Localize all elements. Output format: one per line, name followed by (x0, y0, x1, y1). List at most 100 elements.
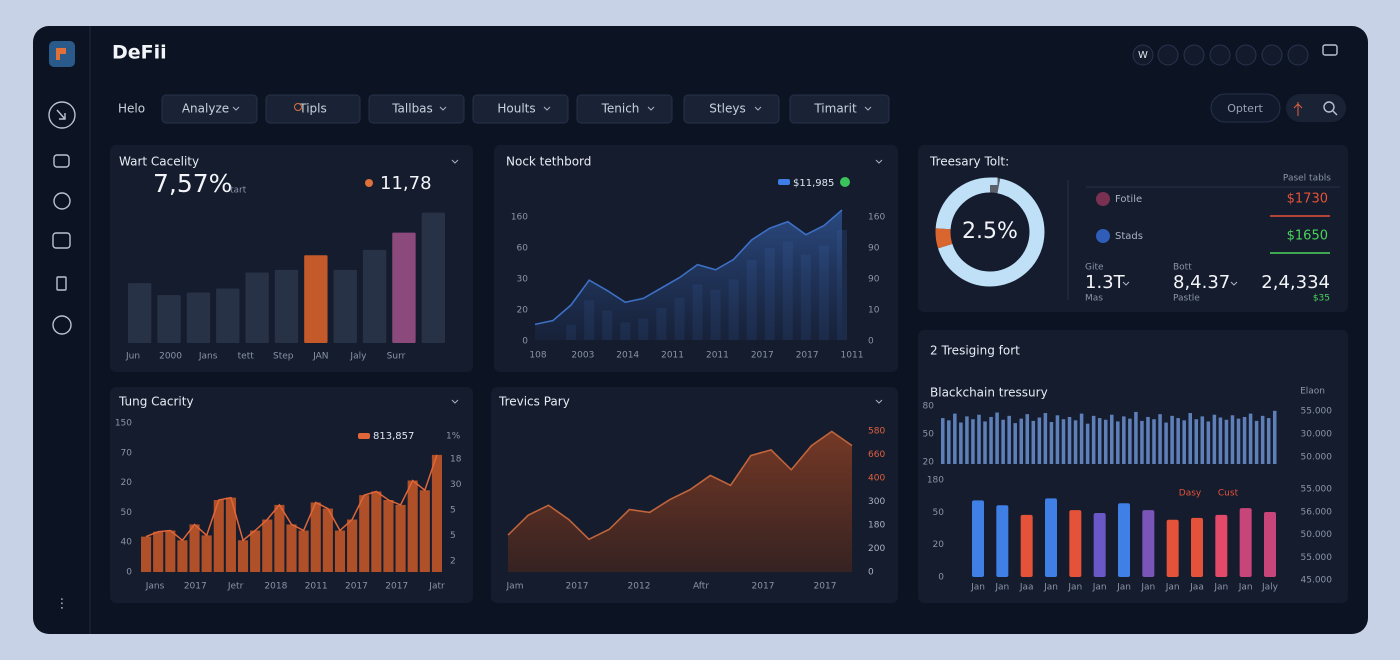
more-icon[interactable]: ⋮ (56, 597, 69, 612)
bar (310, 502, 321, 572)
tab[interactable] (368, 94, 465, 124)
panel-title: 2 Tresiging fort (930, 344, 1020, 358)
tab-label: Analyze (182, 102, 229, 116)
area (535, 210, 842, 340)
bar (165, 530, 176, 572)
y-tick-label: 30.000 (1301, 430, 1333, 440)
bar (371, 491, 382, 572)
x-tick-label: 2011 (305, 582, 328, 592)
y-tick-label: 200 (868, 544, 885, 554)
panel-title: Tung Cacrity (118, 395, 194, 409)
kpi-unit: tart (230, 186, 247, 196)
mini-bar (1122, 416, 1126, 464)
x-tick-label: Jans (145, 582, 165, 592)
legend-label: 813,857 (373, 431, 414, 442)
y-tick-label: 160 (868, 213, 885, 223)
mini-bar (1128, 418, 1132, 464)
y-tick-label: 50.000 (1301, 530, 1333, 540)
header-icon[interactable] (1322, 44, 1338, 56)
chevron (754, 106, 762, 111)
y-tick-label: 30 (450, 480, 462, 490)
x-tick-label: Jan (1116, 583, 1131, 593)
mini-bar (1170, 415, 1174, 464)
mini-bar (1049, 422, 1054, 464)
mini-bar (1007, 415, 1011, 464)
y-tick-label: 50 (923, 430, 935, 440)
y-tick-label: 20 (121, 478, 133, 488)
row-name: Stads (1115, 231, 1143, 242)
mini-bar (989, 416, 993, 464)
y-tick-label: 50 (121, 508, 133, 518)
nav-icon[interactable] (53, 192, 71, 210)
tab[interactable] (683, 94, 780, 124)
y-tick-label: 60 (517, 244, 529, 254)
x-tick-label: Aftr (693, 582, 709, 592)
bar (225, 497, 236, 572)
bar (362, 249, 387, 343)
tab[interactable] (789, 94, 890, 124)
header-icon[interactable] (1183, 44, 1205, 66)
line (145, 454, 438, 542)
x-tick-label: Jan (970, 583, 985, 593)
bar (431, 454, 442, 572)
bar (333, 269, 357, 343)
header-icon[interactable] (1157, 44, 1179, 66)
bar (141, 536, 152, 572)
mini-bar (941, 418, 945, 464)
bar (298, 530, 309, 572)
nav-icon[interactable] (53, 154, 70, 168)
search-icon[interactable] (1323, 101, 1335, 113)
tab[interactable] (576, 94, 673, 124)
stat-sub: $35 (1313, 294, 1330, 304)
panel-title: Nock tethbord (506, 155, 591, 169)
chevron (451, 399, 459, 404)
nav-icon[interactable] (52, 232, 71, 249)
bar (392, 232, 416, 343)
bar (153, 531, 164, 572)
header-icon[interactable] (1235, 44, 1257, 66)
tab[interactable] (472, 94, 569, 124)
mini-bar (1224, 419, 1229, 464)
bar (1191, 517, 1203, 577)
mini-bar (1001, 419, 1005, 464)
x-tick-label: Jun (125, 352, 140, 362)
chevron (543, 106, 551, 111)
nav-icon[interactable] (48, 101, 76, 129)
mini-bar (1055, 415, 1060, 464)
x-tick-label: Jan (1213, 583, 1228, 593)
stat-sub: Pastle (1173, 294, 1200, 304)
area (508, 431, 852, 572)
nav-icon[interactable] (56, 276, 67, 291)
header-icon[interactable] (1132, 44, 1154, 66)
donut-center: 2.5% (962, 219, 1018, 244)
y-tick-label: 0 (868, 568, 874, 578)
y-tick-label: 400 (868, 474, 885, 484)
bar (286, 524, 297, 572)
legend-label: $11,985 (793, 178, 834, 189)
chevron (451, 159, 459, 164)
panel-subtitle: Blackchain tressury (930, 386, 1048, 400)
y-tick-label: 150 (115, 419, 132, 429)
mini-bar (1272, 410, 1277, 464)
button[interactable] (1210, 93, 1281, 123)
header-icon[interactable] (1261, 44, 1283, 66)
y-tick-label: 40 (121, 538, 133, 548)
header-icon[interactable] (1209, 44, 1231, 66)
mini-bar (1134, 411, 1138, 464)
tab[interactable] (265, 94, 361, 124)
tab[interactable] (161, 94, 258, 124)
bar (274, 269, 299, 343)
header-icon[interactable] (1287, 44, 1309, 66)
y-tick-label: 50.000 (1301, 453, 1333, 463)
chart-icon[interactable] (1293, 102, 1303, 116)
header-icon-label: W (1138, 50, 1148, 61)
x-tick-label: Jan (1067, 583, 1082, 593)
y-tick-label: 580 (868, 427, 885, 437)
nav-icon-glyph (56, 109, 66, 120)
bar (322, 508, 333, 572)
y-tick-label: 180 (927, 476, 944, 486)
x-tick-label: 2003 (571, 351, 594, 361)
x-tick-label: 2014 (616, 351, 639, 361)
nav-icon[interactable] (52, 315, 72, 335)
